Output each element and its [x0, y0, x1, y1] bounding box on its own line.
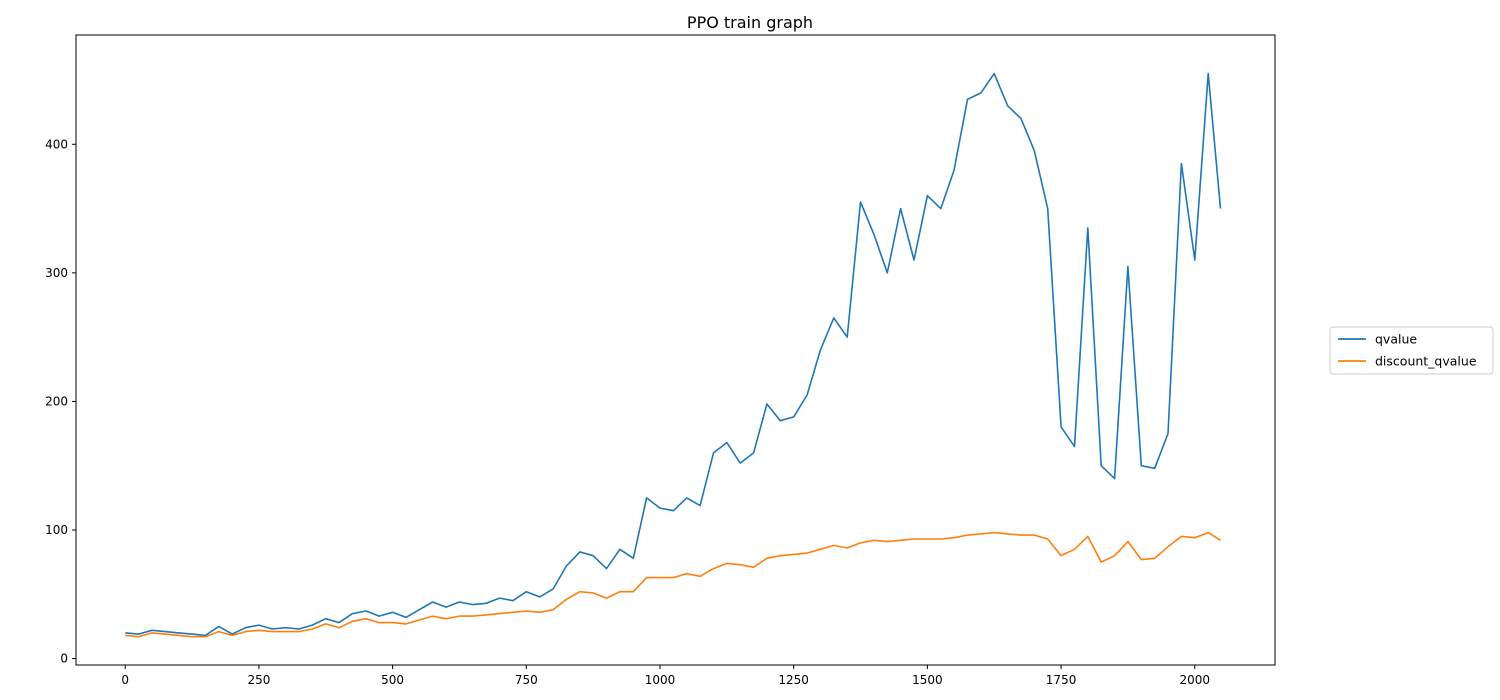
y-tick-label: 0 [60, 652, 68, 666]
y-tick-label: 100 [45, 523, 68, 537]
legend-label-qvalue: qvalue [1375, 332, 1417, 347]
lines-layer [125, 72, 1222, 638]
chart-title: PPO train graph [687, 13, 813, 32]
x-tick-label: 0 [121, 673, 129, 687]
y-tick-label: 200 [45, 394, 68, 408]
y-tick-label: 300 [45, 266, 68, 280]
legend: qvalue discount_qvalue [1329, 326, 1494, 375]
plot-area [76, 35, 1275, 665]
y-tick-label: 400 [45, 137, 68, 151]
x-tick-label: 2000 [1180, 673, 1211, 687]
x-tick-label: 750 [515, 673, 538, 687]
x-tick-label: 500 [381, 673, 404, 687]
legend-label-discount_qvalue: discount_qvalue [1375, 354, 1477, 369]
plot-frame [75, 34, 1276, 666]
x-tick-label: 250 [247, 673, 270, 687]
series-line-qvalue [125, 72, 1222, 637]
axes-layer: 0 250 500 750 1000 1250 1500 1750 2000 0 100 200 300… [45, 137, 1210, 687]
x-tick-label: 1500 [912, 673, 943, 687]
series-line-discount_qvalue [125, 531, 1221, 638]
x-tick-label: 1000 [645, 673, 676, 687]
x-tick-label: 1250 [778, 673, 809, 687]
legend-box [1329, 326, 1494, 375]
x-tick-label: 1750 [1046, 673, 1077, 687]
